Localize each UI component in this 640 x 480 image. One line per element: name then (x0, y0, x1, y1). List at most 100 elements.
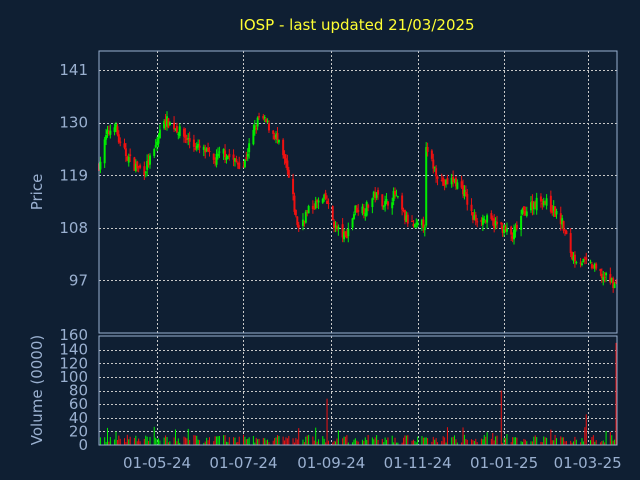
candle-body (314, 201, 317, 209)
candle-body (301, 219, 304, 226)
candle-body (222, 149, 225, 154)
candle-body (443, 183, 446, 186)
candle-body (579, 262, 582, 264)
candle-body (307, 206, 310, 214)
candle-body (105, 135, 108, 140)
candle-body (324, 192, 327, 199)
candle-body (432, 159, 435, 169)
candle-body (321, 198, 324, 203)
candle-body (521, 208, 524, 214)
candle-body (256, 117, 259, 127)
price-axis-label: Price (28, 174, 46, 211)
candle-body (293, 195, 296, 212)
volume-tick-label: 100 (59, 368, 88, 386)
candle-body (592, 266, 595, 268)
candle-body (123, 143, 126, 148)
candle-body (615, 281, 617, 283)
candle-body (194, 148, 197, 150)
candle-body (365, 202, 368, 216)
candle-body (144, 171, 147, 173)
candle-body (224, 150, 227, 158)
candle-body (343, 231, 346, 240)
candle-body (394, 190, 397, 195)
candle-body (134, 163, 137, 171)
candle-body (609, 274, 612, 283)
candle-body (361, 206, 364, 214)
candle-body (218, 151, 221, 153)
price-tick-label: 97 (69, 271, 88, 289)
candle-body (610, 278, 613, 282)
candle-body (436, 176, 439, 179)
chart-title: IOSP - last updated 21/03/2025 (239, 16, 474, 34)
candle-body (504, 226, 507, 230)
candle-body (490, 213, 493, 219)
candle-body (559, 213, 562, 225)
candle-body (333, 221, 336, 228)
candle-body (440, 180, 443, 182)
candle-body (341, 224, 344, 238)
candle-body (317, 200, 320, 203)
candle-body (525, 211, 528, 216)
candle-body (351, 218, 354, 228)
candle-body (426, 146, 429, 152)
candle-body (391, 202, 394, 209)
candle-body (177, 133, 180, 135)
candle-body (554, 206, 557, 217)
volume-tick-label: 20 (69, 422, 88, 440)
candle-body (501, 226, 504, 233)
candle-body (589, 261, 592, 263)
candle-body (266, 120, 269, 122)
price-tick-label: 119 (59, 166, 88, 184)
candle-body (374, 192, 377, 199)
candle-body (412, 223, 415, 227)
candle-body (331, 206, 334, 221)
candle-body (484, 220, 487, 222)
candle-body (450, 177, 453, 185)
candle-body (153, 149, 156, 156)
candle-body (514, 226, 517, 232)
candle-body (282, 139, 285, 156)
candle-body (158, 129, 161, 139)
candle-body (187, 138, 190, 140)
candle-body (185, 138, 188, 140)
candle-body (114, 124, 117, 130)
candle-body (216, 153, 219, 157)
candle-body (500, 222, 503, 225)
candle-body (613, 283, 616, 288)
volume-gridlines (99, 336, 617, 445)
candle-body (401, 195, 404, 210)
candle-body (143, 166, 146, 176)
candle-body (515, 224, 518, 229)
candle-body (284, 158, 287, 164)
candle-body (306, 210, 309, 212)
candle-body (425, 147, 428, 226)
candle-body (406, 214, 409, 224)
candle-body (513, 229, 516, 240)
candle-body (287, 169, 290, 178)
candle-body (483, 218, 486, 221)
candle-body (208, 151, 211, 153)
price-tick-labels: 141 130 119 108 97 (59, 61, 88, 289)
candle-body (542, 200, 545, 206)
candle-body (582, 258, 585, 262)
candle-body (109, 130, 112, 135)
candle-body (205, 148, 208, 152)
candle-body (272, 130, 275, 134)
candle-body (384, 201, 387, 206)
candle-body (602, 277, 605, 280)
candle-body (252, 130, 255, 145)
candle-body (198, 145, 201, 148)
candle-body (463, 189, 466, 197)
candle-body (481, 217, 484, 225)
candle-body (396, 196, 399, 198)
candle-body (204, 149, 207, 153)
candle-body (225, 157, 228, 160)
candle-body (297, 224, 300, 228)
candle-body (452, 176, 455, 182)
candle-body (129, 154, 132, 156)
candle-body (167, 118, 170, 128)
candle-body (163, 121, 166, 129)
candle-body (316, 199, 319, 203)
candle-body (133, 157, 136, 171)
